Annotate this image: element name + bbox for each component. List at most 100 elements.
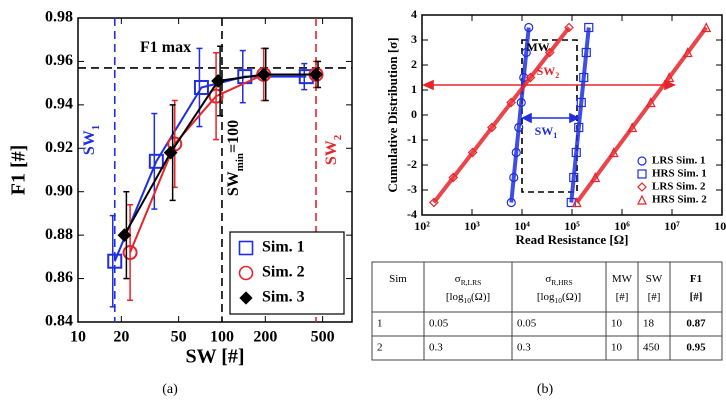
legend-label: Sim. 2	[262, 264, 305, 281]
reference-label: F1 max	[140, 39, 191, 56]
table-header-part: [#]	[616, 291, 629, 303]
y-tick-label: 1	[411, 82, 417, 96]
reference-label-part: SW	[225, 171, 242, 196]
caption: (b)	[537, 382, 554, 397]
table-cell: 0.95	[686, 342, 706, 354]
table-header-part: (Ω)]	[562, 291, 581, 303]
legend-marker	[637, 156, 647, 166]
y-tick-label: 0.90	[45, 182, 73, 199]
x-tick-label: 100	[210, 329, 234, 346]
legend-label: HRS Sim. 1	[652, 168, 707, 180]
x-axis-title: SW [#]	[185, 346, 244, 368]
arrow-head	[569, 112, 580, 124]
x-tick-label: 10⁴	[514, 219, 530, 233]
legend-marker	[238, 240, 254, 256]
table-cell: 0.05	[517, 318, 537, 330]
series-line	[432, 26, 571, 204]
y-tick-label: -2	[407, 157, 417, 171]
table-header: SW	[646, 273, 663, 285]
table-border	[371, 261, 723, 361]
marker	[627, 122, 638, 133]
legend-label: HRS Sim. 2	[652, 194, 707, 206]
marker	[467, 147, 478, 158]
table-header-part: 10	[555, 296, 563, 305]
table-cell: 450	[643, 342, 660, 354]
legend-marker	[637, 194, 647, 205]
x-tick-label: 10⁵	[564, 219, 580, 233]
marker	[516, 97, 526, 108]
y-tick-label: 0.88	[45, 226, 73, 243]
marker	[107, 253, 123, 269]
marker	[564, 22, 574, 33]
marker	[511, 147, 521, 158]
table-header-part: [#]	[690, 291, 703, 303]
legend-label: LRS Sim. 1	[652, 155, 706, 167]
reference-label-part: min	[234, 153, 246, 171]
marker	[608, 147, 619, 158]
table-cell: 10	[611, 342, 623, 354]
x-tick-label: 10³	[464, 219, 480, 233]
reference-label: SWmin=100	[225, 120, 246, 196]
marker	[429, 197, 439, 208]
marker	[208, 88, 224, 104]
y-axis-title: Cumulative Distribution [σ]	[385, 37, 400, 192]
sw2-arrow	[422, 79, 676, 91]
marker	[211, 74, 226, 88]
annotation-part: 2	[555, 71, 559, 80]
annotation: SW2	[537, 64, 560, 81]
table-header-part: (Ω)]	[471, 291, 490, 303]
table-header-part: 10	[464, 296, 472, 305]
x-tick-label: 10⁸	[714, 219, 726, 233]
annotation-part: SW	[535, 124, 554, 138]
reference-label: SW2	[323, 135, 344, 165]
y-axis-title: F1 [#]	[8, 145, 30, 196]
x-tick-label: 10	[70, 329, 86, 346]
x-tick-label: 50	[171, 329, 187, 346]
y-tick-label: 0.94	[45, 96, 73, 113]
table-header-part: σ	[455, 273, 461, 285]
reference-label-part: F1 max	[140, 39, 191, 56]
table-header: F1	[690, 273, 702, 285]
marker	[682, 47, 693, 58]
marker	[448, 172, 459, 183]
table-header-part: [log	[446, 291, 464, 303]
x-tick-label: 20	[113, 329, 129, 346]
reference-label-part: 1	[90, 125, 102, 130]
reference-label-part: SW	[323, 140, 340, 165]
marker	[525, 72, 536, 83]
table-header: Sim	[389, 273, 407, 285]
y-tick-label: 0.86	[45, 269, 73, 286]
marker	[524, 22, 534, 33]
marker	[521, 47, 531, 58]
marker	[576, 97, 586, 108]
y-tick-label: 4	[411, 7, 417, 21]
reference-label-part: SW	[81, 130, 98, 155]
table-header-part: SW	[646, 273, 663, 285]
legend-marker	[637, 182, 647, 192]
marker	[645, 97, 656, 108]
annotation-part: MW	[526, 40, 549, 54]
marker	[574, 122, 584, 133]
table-cell: 2	[377, 342, 383, 354]
y-tick-label: 0.98	[45, 9, 73, 26]
table-header: σR,LRS	[455, 273, 481, 288]
table-header-part: [#]	[648, 291, 661, 303]
legend-label: Sim. 3	[262, 289, 305, 306]
annotation-part: 1	[553, 131, 557, 140]
caption: (a)	[162, 382, 178, 397]
table-cell: 0.3	[429, 342, 443, 354]
annotation: MW	[526, 40, 549, 54]
table-cell: 1	[377, 318, 383, 330]
table-cell: 0.3	[517, 342, 531, 354]
marker	[590, 172, 601, 183]
legend-marker	[238, 265, 254, 281]
table-header: [#]	[648, 291, 661, 303]
marker	[193, 79, 209, 95]
marker	[117, 228, 132, 243]
marker	[571, 197, 582, 208]
annotation: SW1	[535, 124, 558, 141]
y-tick-label: 0.92	[45, 139, 73, 156]
x-axis-title: Read Resistance [Ω]	[516, 232, 629, 247]
table-header-part: R,HRS	[551, 278, 572, 287]
